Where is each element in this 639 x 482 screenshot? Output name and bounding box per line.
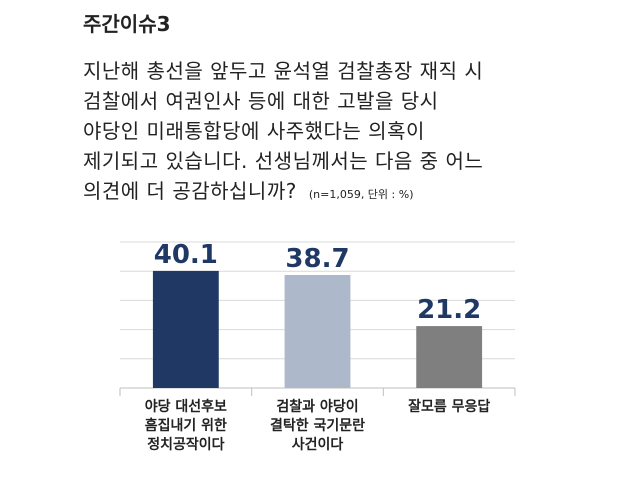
value-label: 40.1 [154, 240, 218, 270]
value-label: 21.2 [417, 295, 481, 325]
question-line: 지난해 총선을 앞두고 윤석열 검찰총장 재직 시 [83, 59, 484, 83]
bar [284, 274, 351, 388]
x-tick-label: 잘모름 무응답 [408, 399, 491, 415]
x-tick-label: 야당 대선후보 흠집내기 위한 정치공작이다 [144, 399, 227, 453]
question-line: 야당인 미래통합당에 사주했다는 의혹이 [83, 119, 425, 143]
value-label: 38.7 [285, 244, 349, 274]
title: 주간이슈3 [83, 12, 171, 36]
x-tick-label: 검찰과 야당이 결탁한 국기문란 사건이다 [269, 399, 366, 453]
question-line: 의견에 더 공감하십니까? (n=1,059, 단위 : %) [83, 179, 414, 203]
bar [416, 326, 483, 388]
bar [152, 270, 219, 388]
note: (n=1,059, 단위 : %) [308, 188, 414, 201]
question-line: 검찰에서 여권인사 등에 대한 고발을 당시 [83, 89, 439, 113]
question-line: 제기되고 있습니다. 선생님께서는 다음 중 어느 [83, 149, 484, 173]
